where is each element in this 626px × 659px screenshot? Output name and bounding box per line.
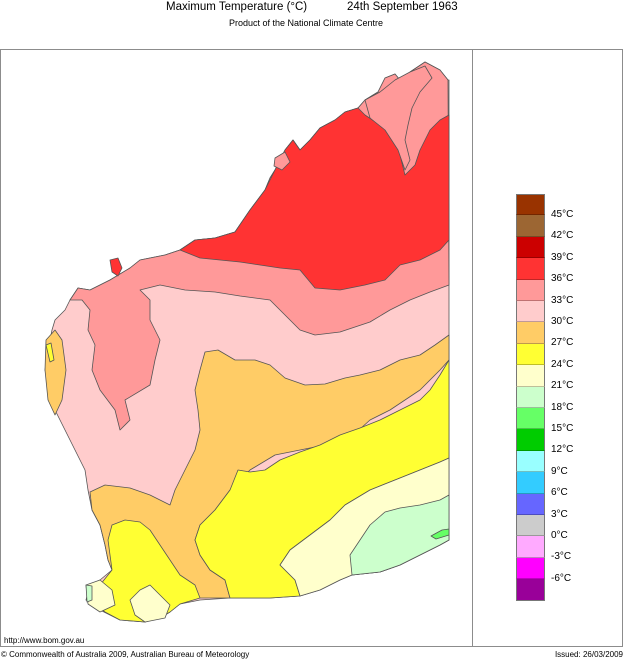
legend-label: 27°C: [551, 337, 574, 349]
legend-swatch: [516, 236, 545, 259]
legend-label: 21°C: [551, 380, 574, 392]
issued-date: Issued: 26/03/2009: [554, 650, 623, 659]
legend-swatch: [516, 536, 545, 558]
map-title: Maximum Temperature (°C): [166, 1, 308, 13]
legend-label: 30°C: [551, 316, 574, 327]
legend-label: 0°C: [551, 530, 568, 541]
legend-label: -6°C: [551, 572, 572, 584]
temperature-map: [44, 61, 450, 623]
band-21-southwest-a: [85, 579, 116, 613]
band-18: [349, 494, 450, 576]
legend-swatch: [516, 557, 545, 580]
legend-swatch: [516, 408, 545, 430]
legend-swatch: [516, 301, 545, 323]
legend-label: 33°C: [551, 294, 574, 306]
band-15: [430, 528, 450, 540]
legend-swatch: [516, 472, 545, 494]
band-33-coastal-bay: [273, 151, 291, 171]
map-date: 24th September 1963: [347, 1, 458, 13]
legend-label: 6°C: [551, 487, 568, 499]
legend-swatch: [516, 343, 545, 366]
legend-label: 18°C: [551, 401, 574, 413]
legend-swatch: [516, 450, 545, 473]
legend-label: 15°C: [551, 423, 574, 434]
chart-header: Maximum Temperature (°C) 24th September …: [0, 0, 626, 20]
band-27: [89, 334, 450, 599]
band-36-west-patch: [109, 257, 123, 277]
legend-swatch: [516, 279, 545, 301]
legend-label: 39°C: [551, 251, 574, 263]
legend-swatch: [516, 322, 545, 344]
legend-label: 36°C: [551, 273, 574, 285]
legend-swatch: [516, 515, 545, 537]
legend-label: 42°C: [551, 230, 574, 242]
legend-swatch: [516, 215, 545, 237]
band-18-southwest: [85, 584, 93, 603]
legend-label: 12°C: [551, 444, 574, 456]
map-subtitle: Product of the National Climate Centre: [228, 18, 384, 28]
legend-label: 24°C: [551, 358, 574, 370]
legend-label: 45°C: [551, 209, 574, 220]
legend-swatch: [516, 579, 545, 601]
legend-swatch: [516, 386, 545, 408]
legend-swatch: [516, 258, 545, 280]
legend-label: -3°C: [551, 551, 572, 563]
band-24-west-coast: [45, 342, 55, 363]
legend-label: 9°C: [551, 465, 568, 477]
band-33-kimberley: [364, 65, 433, 171]
legend-swatch: [516, 365, 545, 387]
copyright-notice: © Commonwealth of Australia 2009, Austra…: [1, 650, 250, 659]
legend-divider: [472, 49, 473, 647]
legend-swatch: [516, 429, 545, 451]
map-frame: [0, 49, 623, 647]
legend-label: 3°C: [551, 508, 568, 520]
legend-swatch: [516, 194, 545, 216]
source-url[interactable]: http://www.bom.gov.au: [4, 636, 85, 645]
legend-swatch: [516, 493, 545, 515]
band-21-southwest-b: [129, 584, 171, 623]
